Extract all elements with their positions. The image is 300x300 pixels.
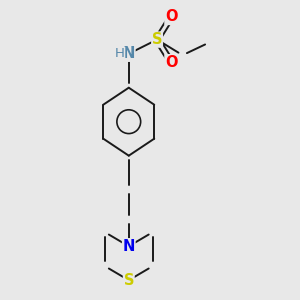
Text: N: N bbox=[123, 239, 135, 254]
Text: S: S bbox=[152, 32, 162, 47]
Text: H: H bbox=[115, 47, 124, 60]
Text: O: O bbox=[165, 9, 178, 24]
Text: N: N bbox=[123, 46, 135, 61]
Text: O: O bbox=[165, 55, 178, 70]
Text: S: S bbox=[124, 273, 134, 288]
